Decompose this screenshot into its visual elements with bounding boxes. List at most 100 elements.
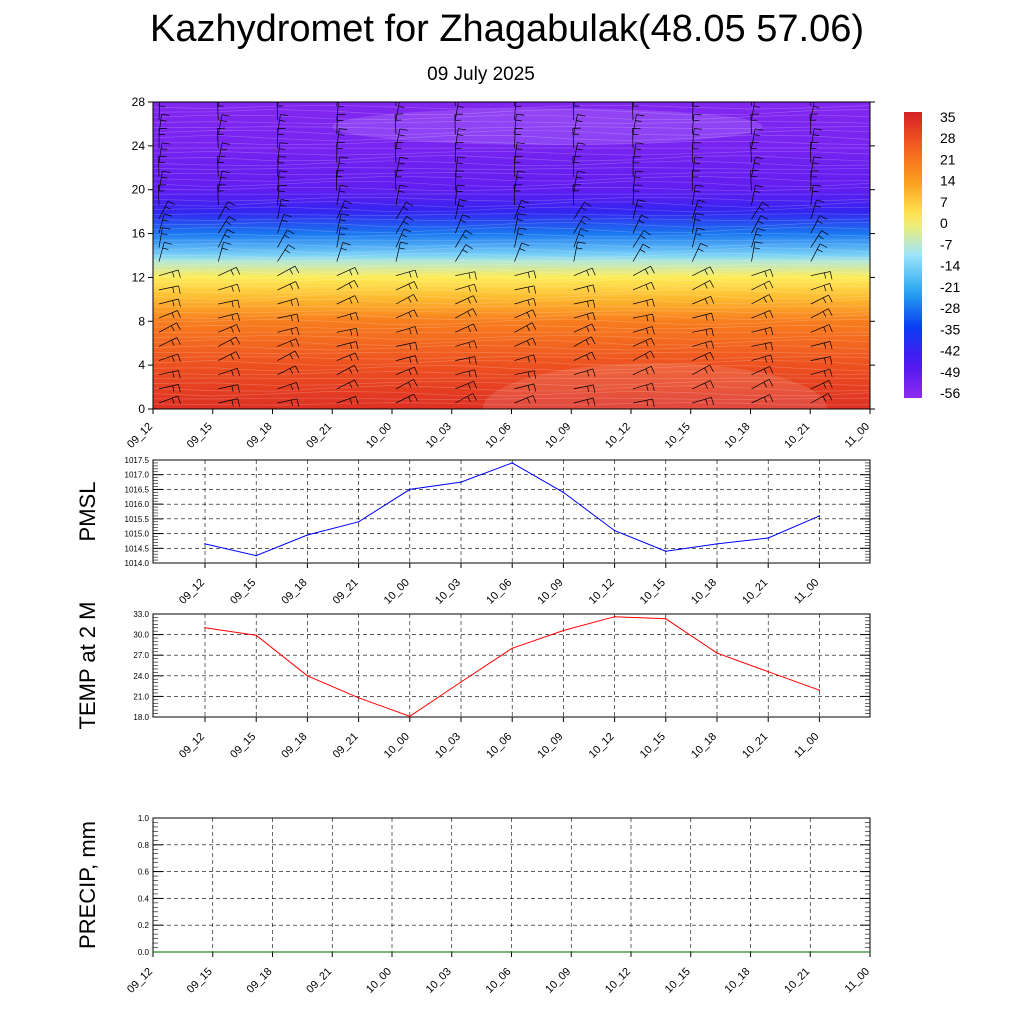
wind-barb-shaft (455, 380, 474, 390)
colorbar-label: 7 (940, 194, 948, 210)
wind-barb-flag (279, 142, 288, 145)
temperature-cross-section: 0 4 8 12 16 20 24 28 09_12 09_15 09_18 09_21 10_00 10… (125, 86, 892, 451)
wind-barb-flag (468, 342, 471, 349)
y-tick-label: 27.0 (133, 651, 149, 660)
wind-barb-flag (580, 228, 589, 232)
heatmap-contours (153, 104, 870, 406)
wind-barb-flag (348, 367, 353, 374)
wind-barb-flag (824, 357, 827, 364)
wind-barb-shaft (217, 229, 228, 248)
colorbar: 35 28 21 14 7 0 -7 -14 -21 -28 -35 -42 -49 -56 (904, 109, 960, 401)
wind-barb-shaft (395, 379, 414, 390)
page-title: Kazhydromet for Zhagabulak(48.05 57.06) (150, 8, 864, 50)
wind-barb-flag (516, 86, 524, 87)
heatmap-x-tick-label: 10_18 (723, 421, 753, 451)
wind-barb-shaft (810, 185, 814, 206)
wind-barb-flag (876, 228, 884, 230)
wind-barb-flag (398, 134, 405, 137)
wind-barb-shaft (277, 265, 296, 277)
wind-barb-flag (764, 271, 768, 278)
wind-barb-shaft (691, 199, 699, 220)
wind-barb-flag (711, 340, 715, 349)
wind-barb-shaft (218, 299, 238, 305)
wind-barb-flag (576, 148, 583, 151)
series-point (818, 515, 821, 517)
wind-barb-shaft (572, 156, 575, 177)
wind-barb-flag (884, 372, 885, 378)
x-tick-label: 10_00 (382, 731, 412, 761)
wind-barb-flag (399, 184, 408, 188)
wind-barb-flag (467, 326, 471, 333)
wind-barb-flag (162, 247, 169, 250)
x-tick-label: 09_15 (228, 577, 258, 607)
wind-barb-shaft (810, 283, 830, 291)
wind-barb-shaft (336, 327, 357, 333)
wind-barb-shaft (336, 185, 341, 206)
wind-barb-flag (474, 369, 477, 378)
series-point (255, 554, 257, 557)
wind-barb-flag (164, 241, 172, 245)
wind-barb-flag (635, 142, 644, 145)
wind-barb-flag (225, 221, 231, 225)
wind-barb-shaft (869, 346, 870, 347)
wind-barb-shaft (277, 102, 279, 107)
wind-barb-shaft (218, 312, 238, 319)
wind-barb-flag (587, 301, 590, 308)
x-tick-label: 11_00 (843, 966, 873, 996)
wind-barb-shaft (514, 200, 522, 220)
wind-barb-flag (161, 86, 169, 87)
heatmap-contour-line (153, 129, 870, 136)
wind-barb-shaft (750, 170, 752, 191)
wind-barb-flag (704, 269, 708, 275)
wind-barb-flag (704, 354, 708, 361)
wind-barb-shaft (455, 244, 467, 262)
wind-barb-flag (889, 339, 892, 346)
wind-barb-shaft (158, 285, 179, 291)
wind-barb-flag (415, 342, 418, 351)
series-point (716, 652, 718, 654)
wind-barb-flag (592, 299, 596, 308)
wind-barb-shaft (632, 382, 653, 390)
wind-barb-flag (290, 299, 293, 306)
wind-barb-flag (338, 162, 345, 165)
wind-barb-flag (757, 227, 766, 231)
wind-barb-shaft (277, 338, 297, 347)
wind-barb-flag (237, 313, 240, 321)
wind-barb-shaft (810, 215, 821, 234)
y-tick-label: 1017.0 (125, 471, 150, 480)
wind-barb-flag (162, 219, 169, 222)
wind-barb-flag (167, 200, 176, 206)
wind-barb-shaft (692, 396, 712, 404)
wind-barb-flag (353, 280, 359, 288)
wind-barb-flag (764, 356, 767, 363)
wind-barb-flag (873, 206, 879, 207)
wind-barb-shaft (514, 227, 519, 248)
heatmap-contour-line (153, 213, 870, 216)
wind-barb-flag (711, 397, 715, 406)
x-tick-label: 09_18 (279, 577, 309, 607)
wind-barb-flag (400, 241, 409, 245)
heatmap-contour-line (153, 140, 870, 146)
x-tick-label: 10_21 (740, 577, 770, 607)
wind-barb-shaft (751, 228, 758, 248)
wind-barb-flag (872, 100, 880, 101)
wind-barb-flag (414, 326, 418, 335)
wind-barb-flag (527, 385, 530, 392)
wind-barb-shaft (751, 202, 763, 220)
wind-barb-shaft (751, 354, 771, 361)
wind-barb-flag (694, 128, 703, 130)
wind-barb-shaft (632, 199, 639, 220)
wind-barb-flag (172, 300, 175, 307)
colorbar-label: -21 (940, 279, 960, 295)
wind-barb-flag (161, 176, 168, 179)
wind-barb-shaft (514, 114, 517, 135)
wind-barb-flag (823, 285, 827, 292)
wind-barb-flag (704, 367, 708, 374)
wind-barb-flag (348, 282, 353, 289)
x-tick-label: 10_03 (424, 966, 454, 996)
wind-barb-shaft (277, 229, 288, 248)
heatmap-contour-line (153, 201, 870, 208)
wind-barb-flag (472, 308, 477, 316)
wind-barb-flag (705, 314, 708, 321)
wind-barb-shaft (218, 384, 238, 390)
